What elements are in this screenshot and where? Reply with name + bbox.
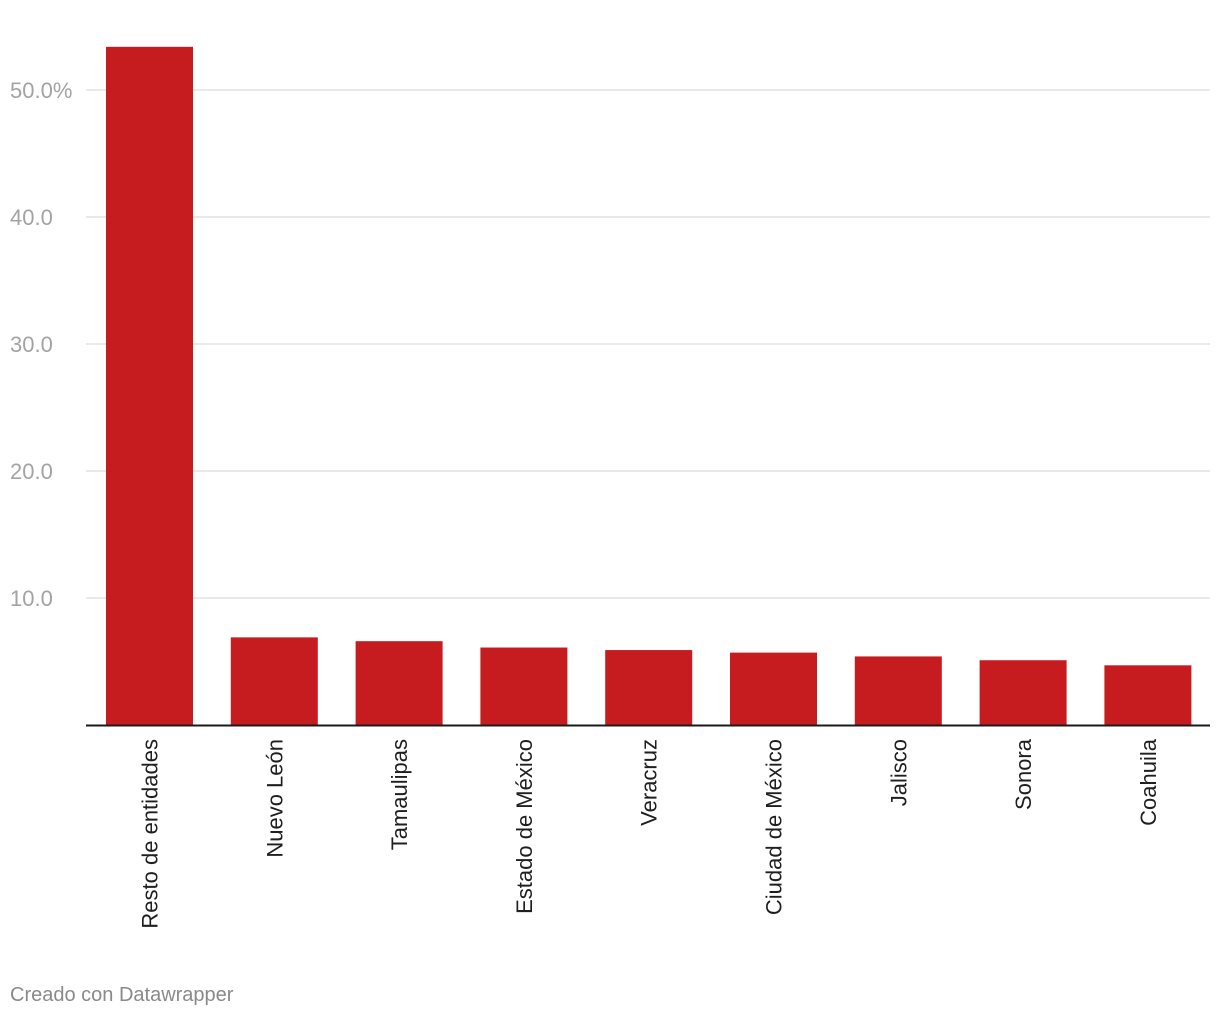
bars xyxy=(106,46,1192,725)
bar xyxy=(106,46,193,725)
bar xyxy=(355,641,443,725)
x-category-label: Tamaulipas xyxy=(387,739,412,850)
bar xyxy=(480,647,568,725)
x-category-label: Nuevo León xyxy=(262,739,287,858)
x-category-label: Jalisco xyxy=(886,739,911,806)
x-axis-category-labels: Resto de entidades Nuevo León Tamaulipas Es… xyxy=(138,738,1161,928)
y-tick-label: 20.0 xyxy=(10,459,53,484)
bar xyxy=(230,637,318,725)
gridlines xyxy=(86,89,1210,599)
x-category-label: Ciudad de México xyxy=(762,739,787,915)
bar xyxy=(979,660,1067,725)
bar xyxy=(730,652,817,725)
bar xyxy=(854,656,942,725)
bar xyxy=(605,650,693,725)
y-tick-label: 40.0 xyxy=(10,205,53,230)
y-tick-label: 10.0 xyxy=(10,586,53,611)
y-tick-label: 30.0 xyxy=(10,332,53,357)
bar xyxy=(1104,665,1192,725)
x-category-label: Sonora xyxy=(1011,738,1036,810)
footer-credit: Creado con Datawrapper xyxy=(10,984,234,1006)
x-category-label: Veracruz xyxy=(637,739,662,826)
x-category-label: Resto de entidades xyxy=(138,739,163,929)
x-category-label: Coahuila xyxy=(1136,738,1161,826)
y-axis-tick-labels: 10.0 20.0 30.0 40.0 50.0% xyxy=(10,78,72,611)
y-tick-label: 50.0% xyxy=(10,78,72,103)
x-category-label: Estado de México xyxy=(512,739,537,914)
bar-chart: 10.0 20.0 30.0 40.0 50.0% Resto de entidades… xyxy=(10,46,1210,929)
